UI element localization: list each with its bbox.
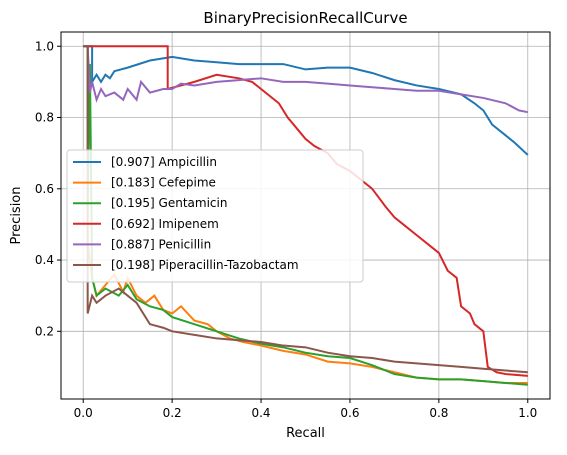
x-axis-label: Recall (286, 426, 325, 441)
legend-label: [0.198] Piperacillin-Tazobactam (111, 258, 299, 272)
x-tick-label: 0.8 (429, 406, 448, 420)
y-tick-label: 0.8 (35, 111, 54, 125)
legend-label: [0.887] Penicillin (111, 237, 211, 251)
y-tick-label: 0.6 (35, 182, 54, 196)
x-tick-label: 0.4 (251, 406, 270, 420)
x-tick-label: 1.0 (518, 406, 537, 420)
legend-label: [0.692] Imipenem (111, 217, 219, 231)
series-line-6 (83, 45, 528, 374)
series-line-5 (83, 45, 528, 114)
legend-label: [0.195] Gentamicin (111, 196, 227, 210)
plot-frame (60, 31, 551, 400)
legend: [0.907] Ampicillin [0.183] Cefepime [0.195… (66, 149, 364, 283)
y-tick-label: 0.4 (35, 253, 54, 267)
axis-ticks: 0.0 0.2 0.4 0.6 0.8 1.0 0.2 0.4 0.6 0.8 1.0 (35, 39, 537, 420)
x-tick-label: 0.0 (74, 406, 93, 420)
x-tick-label: 0.2 (163, 406, 182, 420)
legend-box (66, 149, 364, 283)
legend-label: [0.907] Ampicillin (111, 155, 217, 169)
series-line-1 (83, 45, 529, 156)
y-tick-label: 0.2 (35, 324, 54, 338)
x-tick-label: 0.6 (340, 406, 359, 420)
chart-title: BinaryPrecisionRecallCurve (203, 9, 407, 27)
series-line-3 (83, 45, 528, 386)
legend-label: [0.183] Cefepime (111, 176, 216, 190)
y-axis-label: Precision (9, 186, 24, 244)
y-tick-label: 1.0 (35, 39, 54, 53)
